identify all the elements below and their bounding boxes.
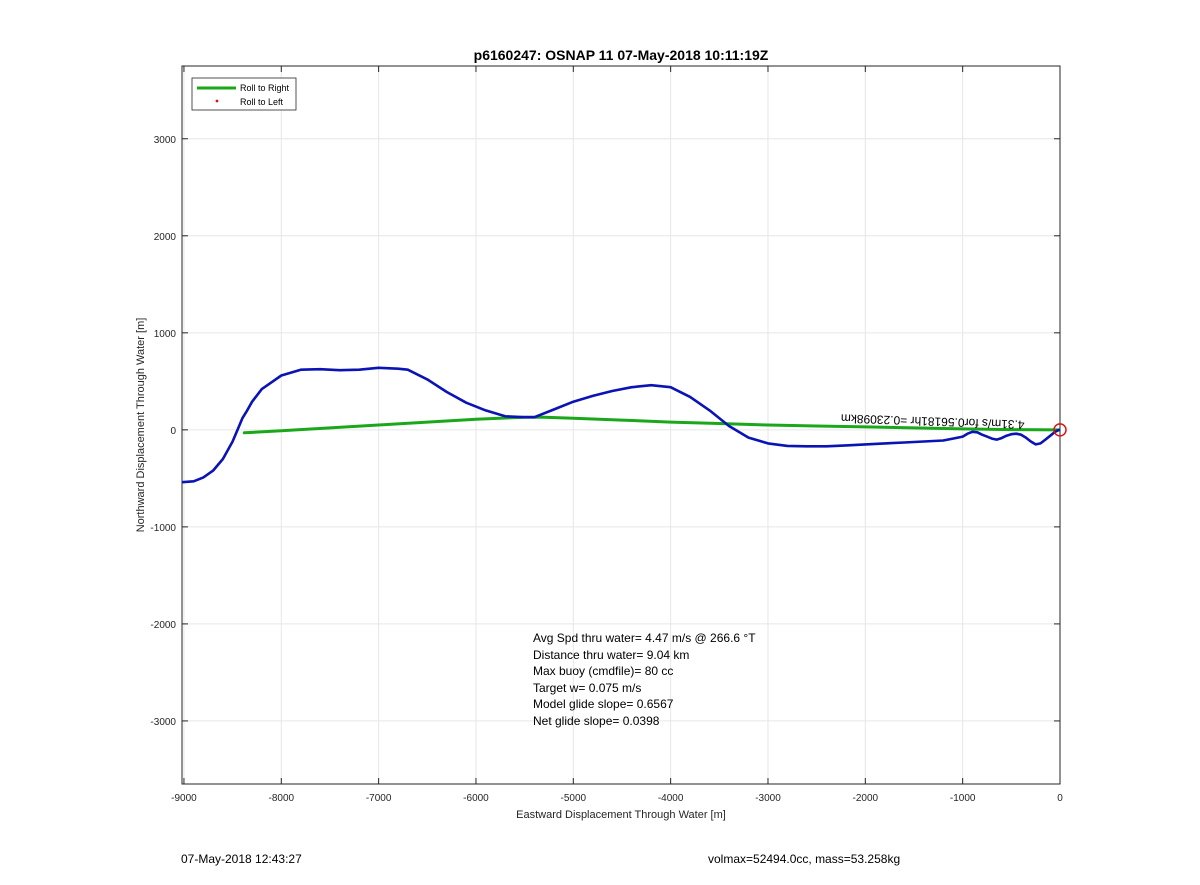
x-tick-label: -5000 bbox=[561, 793, 587, 804]
y-axis-label: Northward Displacement Through Water [m] bbox=[135, 318, 147, 533]
y-tick-label: 3000 bbox=[154, 135, 177, 146]
roll-right-line bbox=[242, 415, 1060, 435]
y-tick-label: -2000 bbox=[150, 620, 176, 631]
legend-label-roll-right: Roll to Right bbox=[240, 83, 290, 93]
legend-label-roll-left: Roll to Left bbox=[240, 97, 284, 107]
footer-timestamp: 07-May-2018 12:43:27 bbox=[181, 852, 302, 866]
grid bbox=[182, 66, 1061, 784]
series-layer bbox=[182, 366, 1060, 484]
x-axis-label: Eastward Displacement Through Water [m] bbox=[516, 809, 726, 821]
chart-title: p6160247: OSNAP 11 07-May-2018 10:11:19Z bbox=[474, 47, 769, 63]
y-tick-label: -1000 bbox=[150, 523, 176, 534]
annotation-net-glide: Net glide slope= 0.0398 bbox=[533, 714, 660, 728]
y-tick-label: 2000 bbox=[154, 232, 177, 243]
stats-annotations: Avg Spd thru water= 4.47 m/s @ 266.6 °T … bbox=[533, 631, 756, 728]
x-tick-label: -7000 bbox=[366, 793, 392, 804]
x-tick-label: -2000 bbox=[853, 793, 879, 804]
x-tick-label: -9000 bbox=[171, 793, 197, 804]
legend: Roll to Right Roll to Left bbox=[191, 77, 297, 111]
y-tick-label: 1000 bbox=[154, 329, 177, 340]
curve-label: 4.31m/s for0.56181hr =0.23098km bbox=[841, 411, 1025, 431]
annotation-distance: Distance thru water= 9.04 km bbox=[533, 648, 689, 662]
track-line bbox=[182, 366, 1060, 484]
x-tick-label: -1000 bbox=[950, 793, 976, 804]
x-tick-label: 0 bbox=[1057, 793, 1063, 804]
y-tick-label: 0 bbox=[170, 426, 176, 437]
plot-frame bbox=[181, 65, 1061, 785]
legend-box bbox=[191, 77, 297, 111]
legend-swatch-roll-left bbox=[215, 99, 219, 103]
annotation-target-w: Target w= 0.075 m/s bbox=[533, 681, 641, 695]
x-tick-label: -3000 bbox=[755, 793, 781, 804]
annotation-avg-speed: Avg Spd thru water= 4.47 m/s @ 266.6 °T bbox=[533, 631, 756, 645]
x-tick-label: -8000 bbox=[268, 793, 294, 804]
footer-summary: volmax=52494.0cc, mass=53.258kg bbox=[708, 852, 901, 866]
x-tick-label: -4000 bbox=[658, 793, 684, 804]
annotation-model-glide: Model glide slope= 0.6567 bbox=[533, 697, 674, 711]
position-marker bbox=[1053, 423, 1067, 437]
y-tick-label: -3000 bbox=[150, 717, 176, 728]
x-tick-label: -6000 bbox=[463, 793, 489, 804]
axis-ticks: -9000 -8000 -7000 -6000 -5000 -4000 -3000 -2000… bbox=[150, 66, 1063, 804]
annotation-max-buoy: Max buoy (cmdfile)= 80 cc bbox=[533, 664, 673, 678]
